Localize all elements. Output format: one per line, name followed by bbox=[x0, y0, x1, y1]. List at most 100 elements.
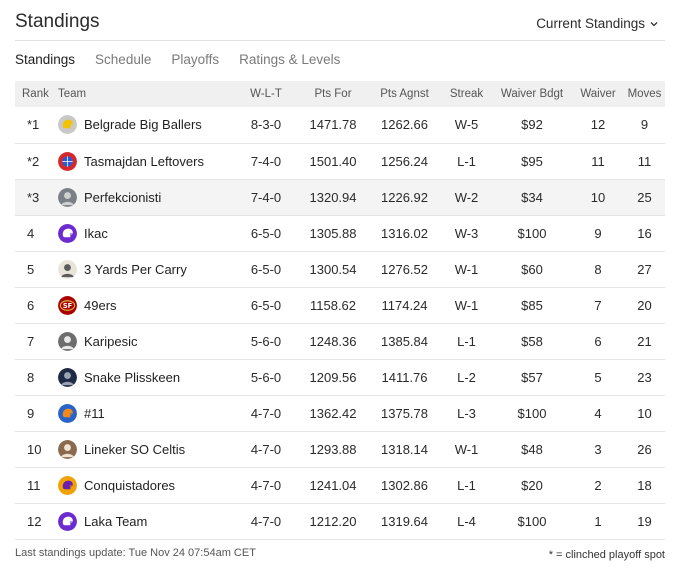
tab-standings[interactable]: Standings bbox=[15, 52, 76, 67]
wlt-cell: 6-5-0 bbox=[234, 251, 298, 288]
pts-for-cell: 1241.04 bbox=[298, 467, 368, 504]
pts-for-cell: 1300.54 bbox=[298, 251, 368, 288]
team-name-link[interactable]: Ikac bbox=[84, 225, 108, 241]
waiver-bdgt-cell: $100 bbox=[492, 503, 572, 540]
helmet-orange-icon[interactable] bbox=[58, 475, 77, 495]
team-name-link[interactable]: Tasmajdan Leftovers bbox=[84, 153, 204, 169]
team-cell: #11 bbox=[58, 395, 234, 432]
49ers-logo-icon[interactable]: SF bbox=[58, 295, 77, 315]
pts-for-cell: 1293.88 bbox=[298, 431, 368, 468]
pts-agnst-cell: 1411.76 bbox=[368, 359, 441, 396]
waiver-bdgt-cell: $58 bbox=[492, 323, 572, 360]
team-cell: Conquistadores bbox=[58, 467, 234, 504]
globe-icon[interactable] bbox=[58, 151, 77, 171]
team-name-link[interactable]: Perfekcionisti bbox=[84, 189, 162, 205]
streak-cell: L-1 bbox=[441, 143, 492, 180]
page-title: Standings bbox=[15, 11, 100, 32]
col-header-waiver-bdgt[interactable]: Waiver Bdgt bbox=[492, 81, 572, 107]
rank-cell: *3 bbox=[15, 179, 58, 216]
team-name-link[interactable]: Laka Team bbox=[84, 513, 148, 529]
waiver-cell: 2 bbox=[572, 467, 624, 504]
waiver-cell: 12 bbox=[572, 107, 624, 144]
pts-agnst-cell: 1226.92 bbox=[368, 179, 441, 216]
waiver-cell: 5 bbox=[572, 359, 624, 396]
standings-view-dropdown[interactable]: Current Standings bbox=[536, 16, 658, 31]
waiver-cell: 10 bbox=[572, 179, 624, 216]
waiver-bdgt-cell: $100 bbox=[492, 395, 572, 432]
team-cell: Ikac bbox=[58, 215, 234, 252]
photo-avatar-icon[interactable] bbox=[58, 187, 77, 207]
table-header-row: Rank Team W-L-T Pts For Pts Agnst Streak… bbox=[15, 81, 665, 107]
waiver-cell: 4 bbox=[572, 395, 624, 432]
tab-playoffs[interactable]: Playoffs bbox=[171, 52, 220, 67]
pts-for-cell: 1501.40 bbox=[298, 143, 368, 180]
moves-cell: 23 bbox=[624, 359, 665, 396]
col-header-moves[interactable]: Moves bbox=[624, 81, 665, 107]
helmet-purple-icon[interactable] bbox=[58, 223, 77, 243]
helmet-purple-icon[interactable] bbox=[58, 511, 77, 531]
moves-cell: 25 bbox=[624, 179, 665, 216]
col-header-pts-agnst[interactable]: Pts Agnst bbox=[368, 81, 441, 107]
wlt-cell: 8-3-0 bbox=[234, 107, 298, 144]
team-cell: Perfekcionisti bbox=[58, 179, 234, 216]
tab-schedule[interactable]: Schedule bbox=[95, 52, 152, 67]
team-name-link[interactable]: #11 bbox=[84, 405, 105, 421]
table-row: 12 Laka Team 4-7-0 1212.20 1319.64 L-4 $100 1 19 bbox=[15, 503, 665, 540]
pts-for-cell: 1248.36 bbox=[298, 323, 368, 360]
wlt-cell: 4-7-0 bbox=[234, 503, 298, 540]
team-cell: Laka Team bbox=[58, 503, 234, 540]
photo-avatar-icon[interactable] bbox=[58, 367, 77, 387]
table-row: 8 Snake Plisskeen 5-6-0 1209.56 1411.76 L-2 $5… bbox=[15, 359, 665, 396]
col-header-pts-for[interactable]: Pts For bbox=[298, 81, 368, 107]
waiver-bdgt-cell: $34 bbox=[492, 179, 572, 216]
waiver-cell: 9 bbox=[572, 215, 624, 252]
photo-avatar-icon[interactable] bbox=[58, 439, 77, 459]
team-name-link[interactable]: 3 Yards Per Carry bbox=[84, 261, 187, 277]
team-name-link[interactable]: Conquistadores bbox=[84, 477, 176, 493]
waiver-cell: 6 bbox=[572, 323, 624, 360]
table-row: 5 3 Yards Per Carry 6-5-0 1300.54 1276.52 W-1… bbox=[15, 251, 665, 288]
rank-cell: 4 bbox=[15, 215, 58, 252]
page-header: Standings Current Standings bbox=[15, 10, 665, 41]
waiver-cell: 11 bbox=[572, 143, 624, 180]
svg-text:SF: SF bbox=[63, 301, 72, 309]
wlt-cell: 5-6-0 bbox=[234, 323, 298, 360]
team-name-link[interactable]: Snake Plisskeen bbox=[84, 369, 181, 385]
team-name-link[interactable]: Karipesic bbox=[84, 333, 138, 349]
col-header-rank[interactable]: Rank bbox=[15, 81, 58, 107]
team-cell: Belgrade Big Ballers bbox=[58, 107, 234, 144]
table-row: 10 Lineker SO Celtis 4-7-0 1293.88 1318.14 W-… bbox=[15, 431, 665, 468]
team-name-link[interactable]: Lineker SO Celtis bbox=[84, 441, 186, 457]
rank-cell: *2 bbox=[15, 143, 58, 180]
tab-ratings-levels[interactable]: Ratings & Levels bbox=[239, 52, 341, 67]
wlt-cell: 5-6-0 bbox=[234, 359, 298, 396]
pts-agnst-cell: 1276.52 bbox=[368, 251, 441, 288]
team-name-link[interactable]: 49ers bbox=[84, 297, 117, 313]
moves-cell: 21 bbox=[624, 323, 665, 360]
moves-cell: 18 bbox=[624, 467, 665, 504]
photo-avatar-icon[interactable] bbox=[58, 331, 77, 351]
wlt-cell: 7-4-0 bbox=[234, 143, 298, 180]
standings-view-label: Current Standings bbox=[536, 16, 645, 31]
waiver-bdgt-cell: $95 bbox=[492, 143, 572, 180]
helmet-blue-icon[interactable] bbox=[58, 403, 77, 423]
team-name-link[interactable]: Belgrade Big Ballers bbox=[84, 117, 202, 133]
moves-cell: 10 bbox=[624, 395, 665, 432]
streak-cell: L-4 bbox=[441, 503, 492, 540]
moves-cell: 26 bbox=[624, 431, 665, 468]
rank-cell: 12 bbox=[15, 503, 58, 540]
col-header-streak[interactable]: Streak bbox=[441, 81, 492, 107]
photo-avatar-icon[interactable] bbox=[58, 259, 77, 279]
table-row: 7 Karipesic 5-6-0 1248.36 1385.84 L-1 $58 6 21 bbox=[15, 323, 665, 360]
rank-cell: *1 bbox=[15, 107, 58, 144]
col-header-waiver[interactable]: Waiver bbox=[572, 81, 624, 107]
col-header-wlt[interactable]: W-L-T bbox=[234, 81, 298, 107]
rank-cell: 9 bbox=[15, 395, 58, 432]
col-header-team[interactable]: Team bbox=[58, 81, 234, 107]
pts-for-cell: 1305.88 bbox=[298, 215, 368, 252]
streak-cell: W-2 bbox=[441, 179, 492, 216]
helmet-yellow-icon[interactable] bbox=[58, 115, 77, 135]
team-cell: Lineker SO Celtis bbox=[58, 431, 234, 468]
standings-table: Rank Team W-L-T Pts For Pts Agnst Streak… bbox=[15, 81, 665, 540]
moves-cell: 9 bbox=[624, 107, 665, 144]
